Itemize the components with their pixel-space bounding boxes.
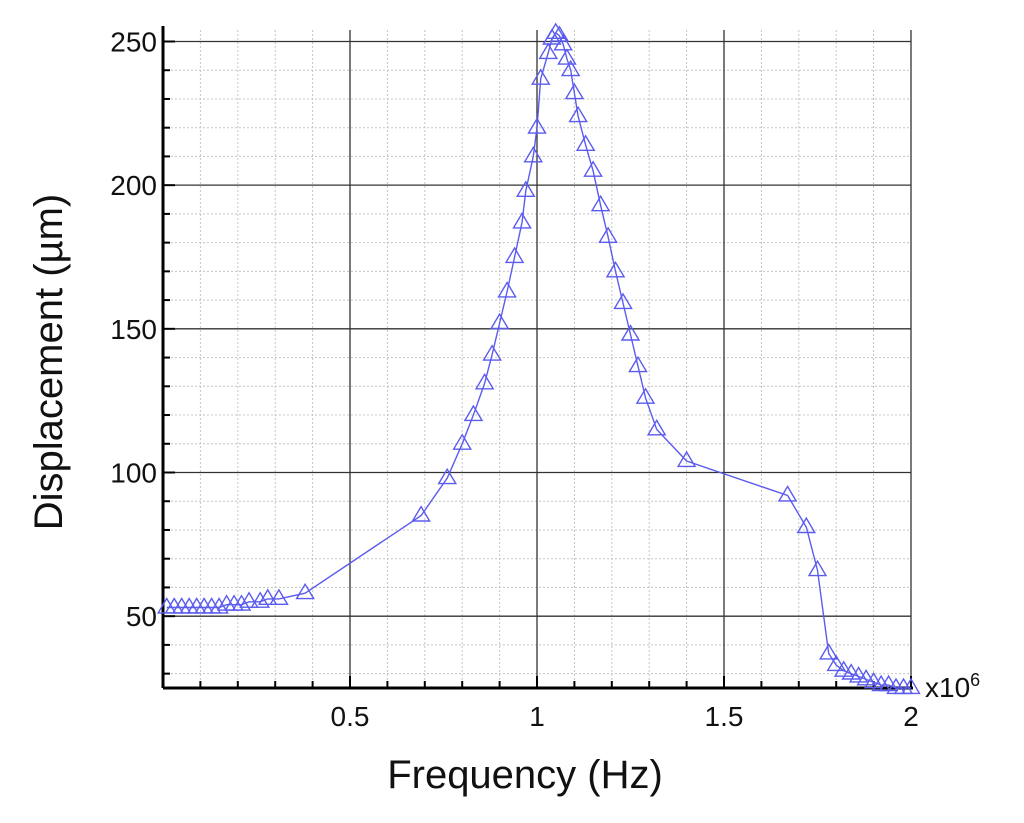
data-point-marker [676, 450, 697, 468]
data-point-marker [512, 212, 532, 229]
x-multiplier-exponent: 6 [970, 670, 980, 690]
x-multiplier: x106 [925, 670, 980, 703]
data-point-marker [463, 404, 484, 422]
axes [161, 26, 913, 690]
data-point-marker [497, 281, 517, 298]
data-point-marker [807, 559, 828, 577]
y-tick-label: 200 [110, 170, 157, 201]
data-point-marker [620, 324, 641, 341]
data-point-marker [295, 582, 315, 600]
y-tick-label: 150 [110, 314, 157, 345]
x-tick-label: 1 [529, 701, 545, 732]
data-point-marker [239, 591, 259, 608]
data-point-marker [635, 387, 656, 404]
major-grid [163, 30, 912, 688]
data-point-marker [613, 292, 633, 310]
data-point-marker [605, 261, 626, 278]
data-point-marker [583, 160, 603, 177]
data-point-marker [538, 42, 559, 60]
data-point-marker [568, 105, 588, 123]
data-point-marker [575, 134, 596, 152]
x-tick-label: 1.5 [705, 701, 744, 732]
data-point-marker [564, 82, 585, 100]
y-axis-title: Displacement (µm) [27, 194, 71, 530]
y-tick-label: 250 [110, 26, 157, 57]
y-tick-label: 50 [126, 601, 157, 632]
data-point-marker [777, 485, 798, 502]
data-point-marker [901, 677, 921, 695]
x-tick-label: 2 [903, 701, 919, 732]
data-point-marker [545, 22, 566, 39]
data-point-marker [796, 516, 817, 534]
data-point-marker [598, 226, 618, 244]
data-point-marker [209, 597, 229, 614]
data-point-marker [557, 48, 577, 65]
data-point-marker [269, 588, 289, 605]
x-tick-label: 0.5 [331, 701, 370, 732]
data-point-marker [489, 312, 510, 330]
data-point-marker [646, 419, 667, 436]
data-point-marker [411, 505, 431, 522]
data-point-marker [553, 34, 573, 51]
data-point-marker [515, 180, 536, 198]
data-point-marker [818, 643, 839, 660]
data-point-marker [231, 594, 252, 611]
data-point-marker [560, 59, 581, 77]
data-point-marker [530, 68, 551, 85]
data-point-marker [504, 246, 525, 264]
data-point-marker [527, 117, 547, 134]
data-point-marker [590, 194, 611, 212]
x-axis-title: Frequency (Hz) [387, 753, 663, 797]
data-point-marker [628, 355, 648, 373]
data-point-marker [826, 654, 847, 672]
series-layer [156, 22, 921, 695]
y-tick-label: 100 [110, 457, 157, 488]
data-point-marker [257, 588, 278, 605]
ticks [163, 40, 912, 688]
data-point-marker [482, 344, 502, 361]
data-point-marker [452, 433, 473, 450]
data-point-marker [250, 591, 271, 608]
x-multiplier-base: x10 [925, 672, 970, 703]
data-point-marker [474, 373, 495, 390]
data-point-marker [523, 146, 544, 163]
data-point-marker [437, 467, 458, 485]
